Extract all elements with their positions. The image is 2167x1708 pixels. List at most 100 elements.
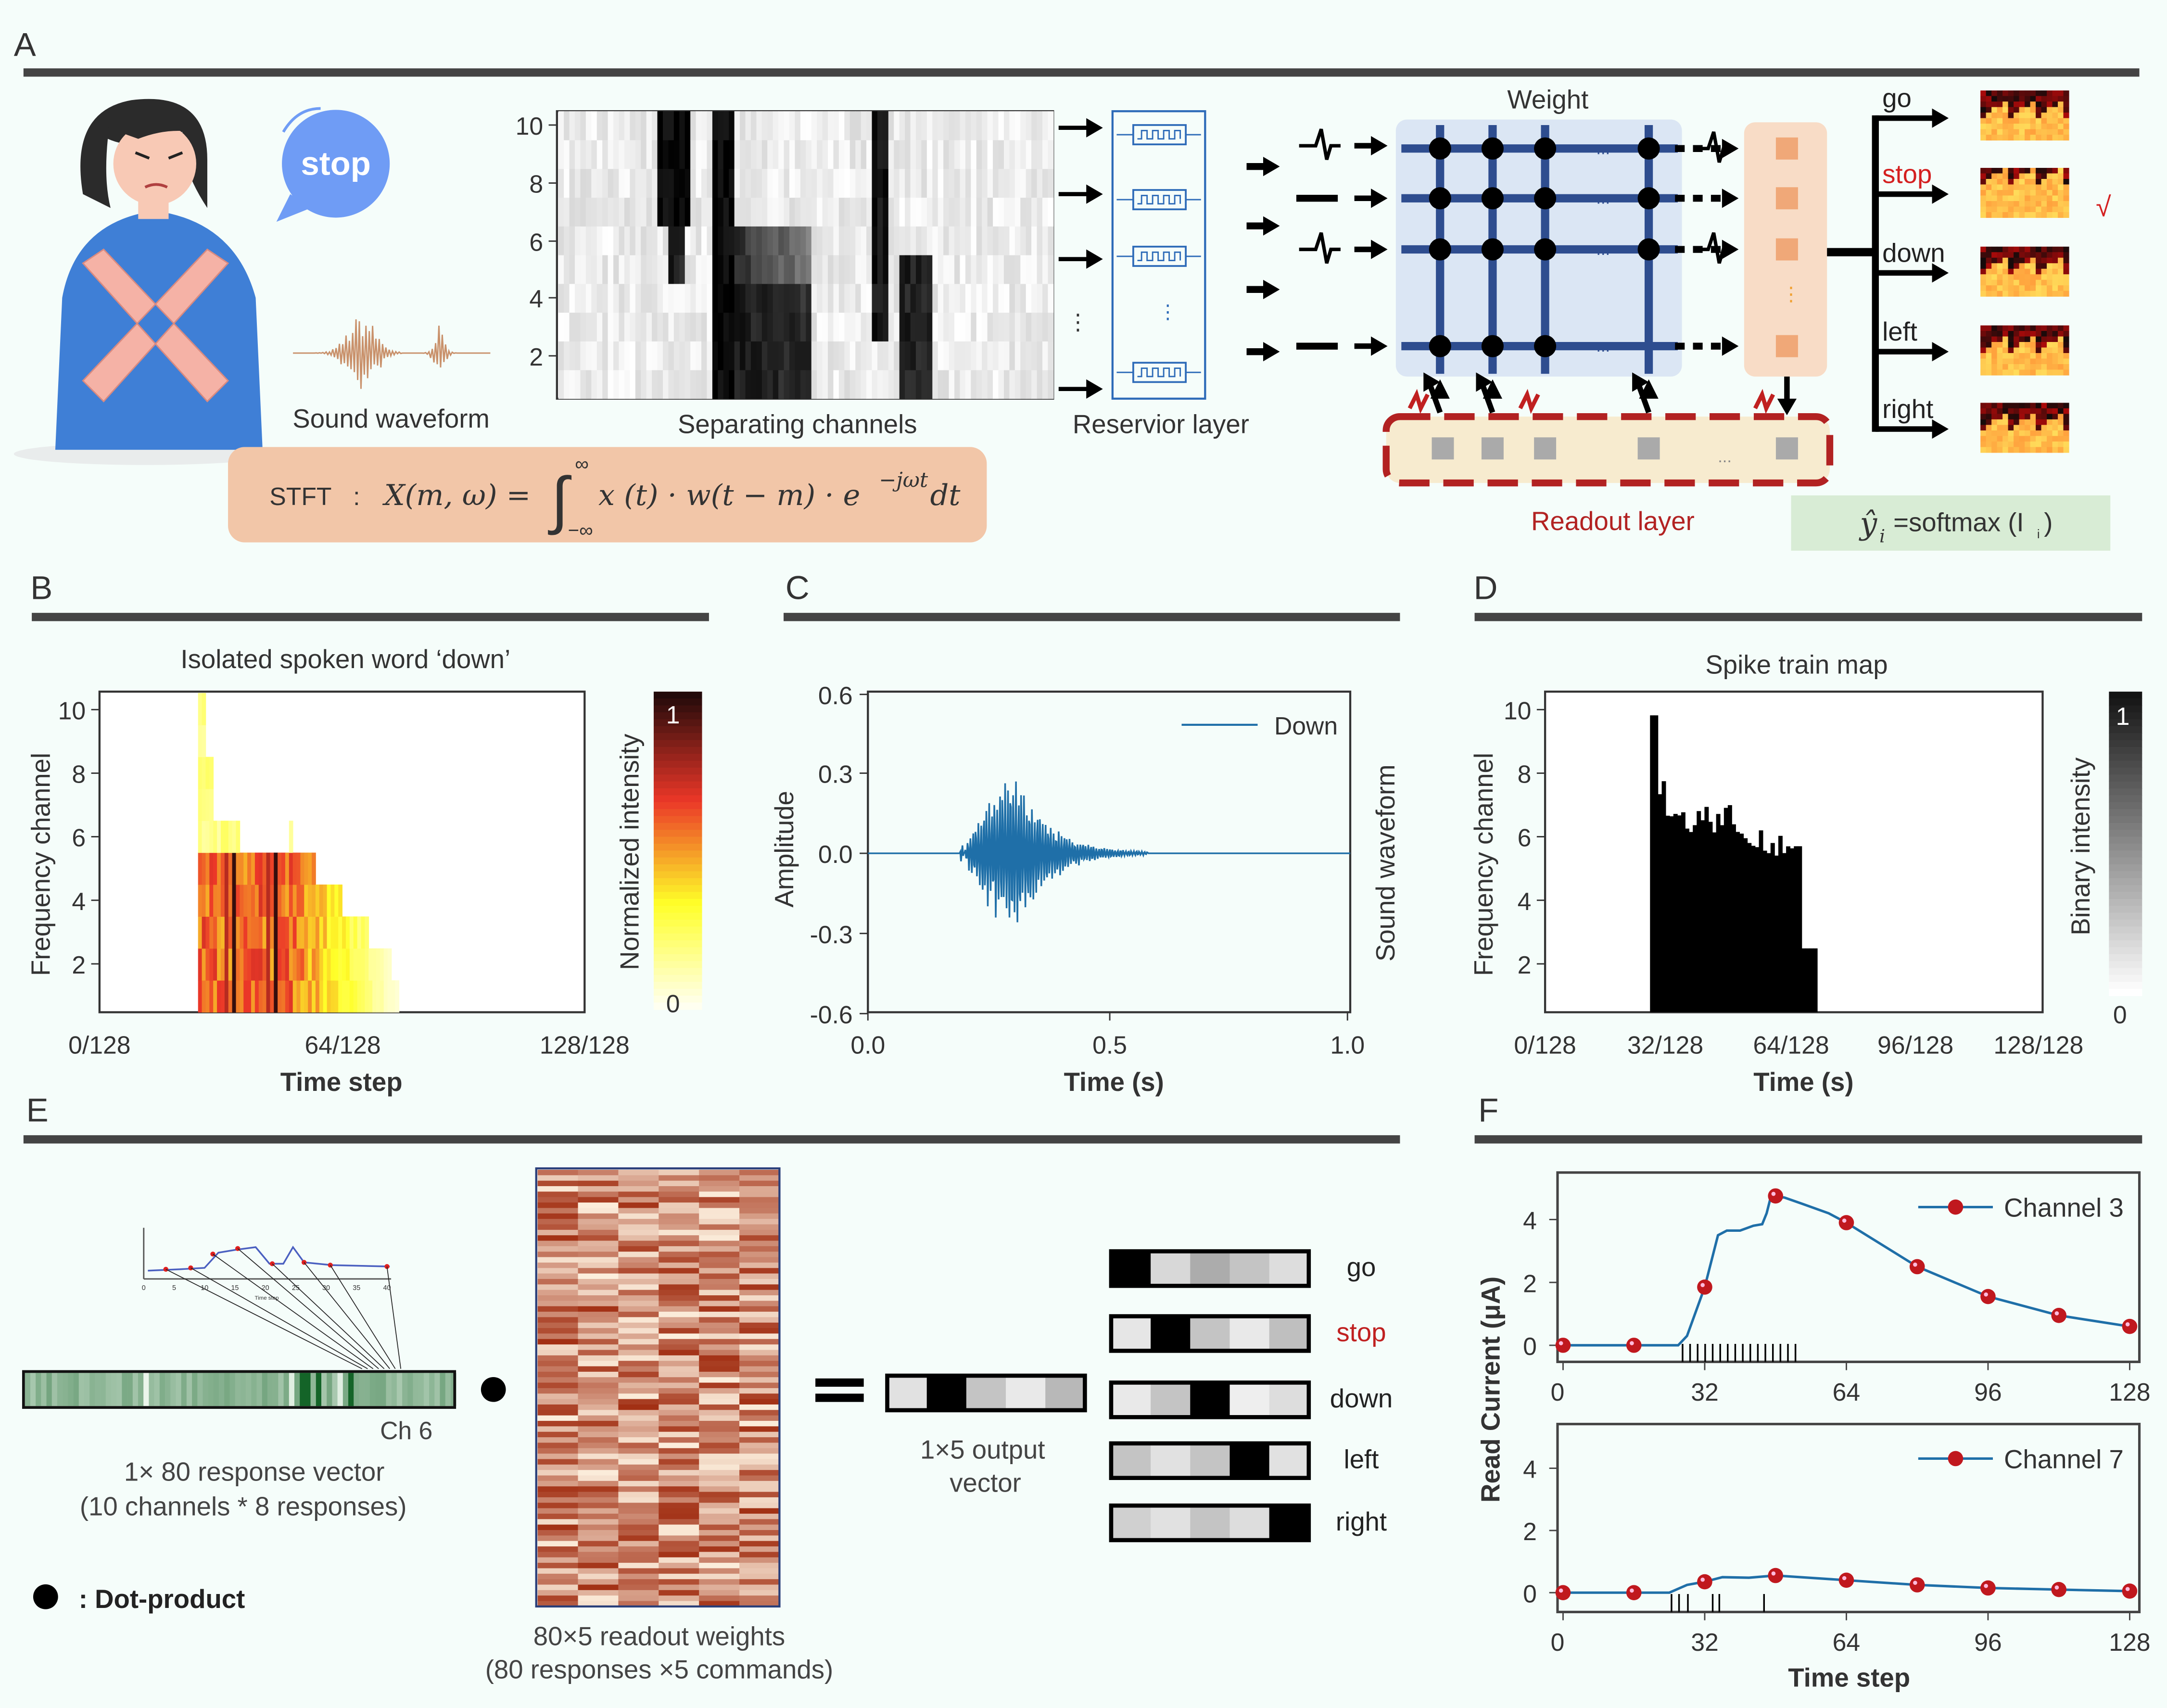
thumbnail-cell [2008,419,2014,425]
thumbnail-cell [2030,414,2036,420]
weight-cell [659,1312,699,1317]
spectrogram-cell [701,370,708,399]
spectrogram-cell [811,226,817,255]
vector-cell [1151,1443,1191,1478]
spectrogram-cell [910,226,916,255]
vector-cell [1006,1376,1046,1410]
weight-cell [739,1208,780,1214]
spectrogram-cell [778,312,785,342]
legend-marker [1948,1199,1964,1215]
spectrogram-cell [1003,341,1010,370]
thumbnail-cell [2063,184,2069,190]
spectrogram-cell [718,312,724,342]
thumbnail-cell [2063,113,2069,119]
heatmap-cell [361,980,366,1013]
spectrogram-cell [954,255,961,284]
spectrogram-cell [673,139,680,169]
spectrogram-cell [828,255,834,284]
heatmap-cell [240,916,244,949]
weight-cell [618,1410,659,1416]
weight-cell [659,1170,699,1176]
thumbnail-cell [1991,403,1998,409]
heatmap-cell [232,980,237,1013]
weight-cell [537,1377,579,1383]
weight-cell [578,1213,619,1219]
spectrogram-cell [811,111,817,140]
thumbnail-cell [2041,96,2047,102]
colorbar-segment [653,740,702,747]
thumbnail-cell [1991,101,1998,108]
spectrogram-cell [1042,111,1049,140]
thumbnail-cell [1997,274,2003,280]
output-branch-arrow-head [1932,184,1949,204]
heatmap-cell [296,852,301,885]
heatmap-cell [228,948,233,981]
thumbnail-cell [1997,173,2003,179]
thumbnail-cell [2030,331,2036,337]
thumbnail-cell [2014,279,2020,286]
response-vector-cell [51,1373,58,1406]
spike-map-column [1704,807,1709,1012]
weight-cell [618,1530,659,1536]
readout-weights-frame [535,1167,781,1608]
weight-cell [739,1524,780,1531]
weight-cell [739,1410,780,1416]
spectrogram-cell [613,255,620,284]
weight-cell [618,1448,659,1454]
spike-map-column [1727,805,1732,1012]
weight-cell [739,1568,780,1574]
spectrogram-cell [965,312,971,342]
spectrogram-cell [580,226,586,255]
thumbnail-cell [2063,347,2069,354]
thumbnail-cell [2019,201,2025,207]
thumbnail-cell [2002,184,2009,190]
spectrogram-cell [707,341,713,370]
weight-cell [739,1262,780,1268]
thumbnail-cell [2008,358,2014,365]
spectrogram-cell [575,255,581,284]
weight-cell [618,1601,659,1607]
spectrogram-cell [926,168,933,198]
thumbnail-cell [2052,268,2058,275]
thumbnail-cell [2047,173,2053,179]
spectrogram-cell [910,341,916,370]
weight-cell [699,1278,740,1285]
thumbnail-cell [2041,364,2047,370]
weight-cell [618,1278,659,1285]
heatmap-cell [312,916,316,949]
heatmap-cell [270,980,275,1013]
readout-layer-box [1382,413,1834,487]
heatmap-cell [270,852,275,885]
thumbnail-cell [2047,124,2053,130]
spectrogram-cell [701,255,708,284]
thumbnail-cell [2002,274,2009,280]
heatmap-cell [372,948,377,981]
response-vector-cell [413,1373,418,1406]
spectrogram-cell [707,312,713,342]
heatmap-cell [292,948,297,981]
weight-cell [578,1268,619,1274]
spectrogram-cell [657,283,663,313]
thumbnail-cell [2030,336,2036,342]
upper-limit: ∞ [575,453,589,475]
thumbnail-cell [2002,358,2009,365]
spectrogram-cell [987,139,993,169]
thumbnail-cell [2063,96,2069,102]
output-thumbnail-down [1980,246,2069,297]
weight-cell [618,1415,659,1421]
thumbnail-cell [1997,279,2003,286]
thumbnail-cell [1997,425,2003,431]
spectrogram-cell [585,139,592,169]
output-thumbnail-go [1980,90,2069,141]
spectrogram-cell [696,312,702,342]
spectrogram-cell [641,255,647,284]
spectrogram-cell [696,226,702,255]
up-arrow-head [1483,379,1503,399]
colorbar-segment [2109,836,2142,844]
heatmap-cell [289,852,293,885]
response-vector-cell [30,1373,36,1406]
spectrogram-cell [558,255,564,284]
spectrogram-cell [750,370,757,399]
thumbnail-cell [2002,364,2009,370]
